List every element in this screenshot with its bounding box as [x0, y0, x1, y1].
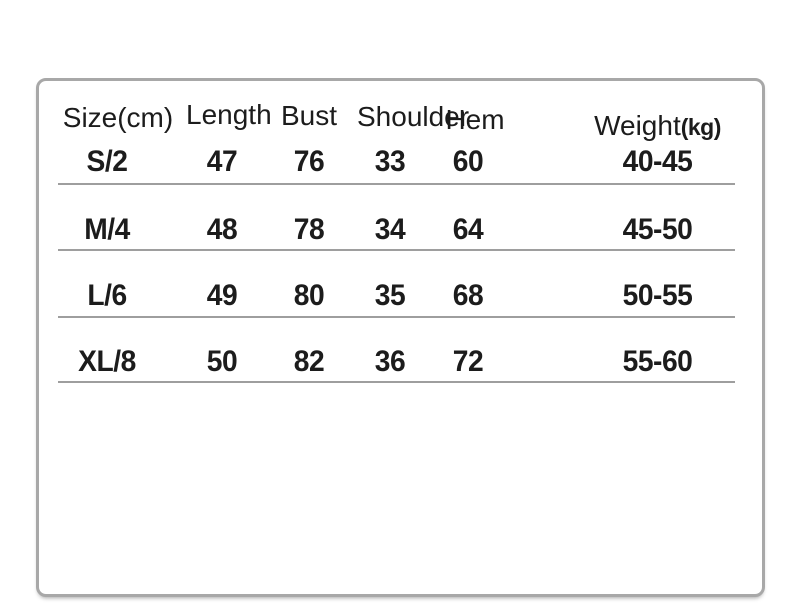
hem-cell: 64 — [452, 213, 484, 246]
row-divider — [58, 381, 735, 383]
table-row-m: M/4 48 78 34 64 45-50 — [39, 208, 762, 252]
size-cell: L/6 — [87, 279, 127, 312]
size-chart-panel: Size(cm) Length Bust Shoulder Hem Weight… — [36, 78, 765, 597]
weight-cell: 40-45 — [622, 145, 693, 178]
size-cell: XL/8 — [78, 345, 136, 378]
size-cell: S/2 — [86, 145, 128, 178]
column-header-length: Length — [186, 99, 272, 130]
table-row-s: S/2 47 76 33 60 40-45 — [39, 140, 762, 184]
column-header-bust: Bust — [280, 100, 338, 131]
row-divider — [58, 183, 735, 185]
shoulder-cell: 34 — [374, 213, 406, 246]
hem-cell: 68 — [452, 279, 484, 312]
weight-cell: 45-50 — [622, 213, 693, 246]
table-row-xl: XL/8 50 82 36 72 55-60 — [39, 340, 762, 384]
weight-cell: 50-55 — [622, 279, 693, 312]
shoulder-cell: 35 — [374, 279, 406, 312]
column-header-hem: Hem — [445, 104, 505, 135]
length-cell: 47 — [206, 145, 238, 178]
length-cell: 48 — [206, 213, 238, 246]
bust-cell: 78 — [293, 213, 325, 246]
weight-unit-label: (kg) — [680, 114, 722, 140]
shoulder-cell: 36 — [374, 345, 406, 378]
bust-cell: 76 — [293, 145, 325, 178]
length-cell: 50 — [206, 345, 238, 378]
length-cell: 49 — [206, 279, 238, 312]
weight-cell: 55-60 — [622, 345, 693, 378]
shoulder-cell: 33 — [374, 145, 406, 178]
bust-cell: 82 — [293, 345, 325, 378]
row-divider — [58, 316, 735, 318]
table-row-l: L/6 49 80 35 68 50-55 — [39, 274, 762, 318]
column-header-weight: Weight(kg) — [535, 110, 780, 142]
size-cell: M/4 — [84, 213, 130, 246]
weight-label: Weight — [594, 110, 681, 141]
bust-cell: 80 — [293, 279, 325, 312]
hem-cell: 60 — [452, 145, 484, 178]
hem-cell: 72 — [452, 345, 484, 378]
column-header-size: Size(cm) — [62, 102, 174, 133]
column-header-shoulder: Shoulder — [357, 101, 470, 132]
row-divider — [58, 249, 735, 251]
header-row: Size(cm) Length Bust Shoulder Hem Weight… — [39, 96, 762, 141]
